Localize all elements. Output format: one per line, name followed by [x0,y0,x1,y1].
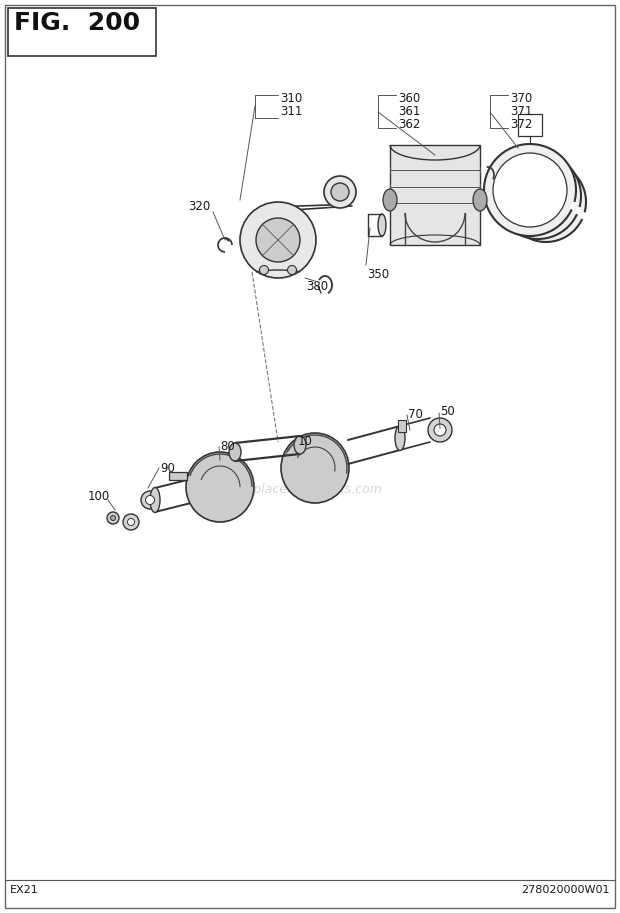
Text: 10: 10 [298,435,313,448]
Ellipse shape [107,512,119,524]
Ellipse shape [186,452,254,522]
Circle shape [324,176,356,208]
Circle shape [484,144,576,236]
Text: 50: 50 [440,405,454,418]
Text: 362: 362 [398,118,420,131]
Text: 70: 70 [408,408,423,421]
Ellipse shape [128,519,135,526]
Text: 361: 361 [398,105,420,118]
Circle shape [493,153,567,227]
Bar [390,145,480,245]
Circle shape [331,183,349,201]
Bar [8,8,156,56]
Ellipse shape [434,424,446,436]
Text: 278020000W01: 278020000W01 [521,885,610,895]
Text: 320: 320 [188,200,210,213]
Text: FIG.  200: FIG. 200 [14,11,140,35]
Text: 372: 372 [510,118,533,131]
Circle shape [504,162,572,230]
Ellipse shape [141,491,159,509]
Ellipse shape [281,433,349,503]
Text: 311: 311 [280,105,303,118]
Ellipse shape [123,514,139,530]
Text: 360: 360 [398,92,420,105]
Ellipse shape [110,516,115,520]
Text: EX21: EX21 [10,885,38,895]
Ellipse shape [229,443,241,461]
Circle shape [515,171,577,233]
Ellipse shape [146,496,154,505]
Ellipse shape [294,436,306,454]
Bar [169,472,187,480]
Circle shape [260,266,268,275]
Text: 350: 350 [367,268,389,281]
Text: 371: 371 [510,105,533,118]
Ellipse shape [383,189,397,211]
Bar [398,420,406,432]
Text: 90: 90 [160,462,175,475]
Circle shape [256,218,300,262]
Ellipse shape [473,189,487,211]
Circle shape [288,266,296,275]
Text: 310: 310 [280,92,303,105]
Ellipse shape [150,488,160,512]
Circle shape [240,202,316,278]
Ellipse shape [378,214,386,236]
Text: 370: 370 [510,92,532,105]
Text: ReplacementParts.com: ReplacementParts.com [237,484,383,497]
Ellipse shape [395,425,405,450]
Text: 380: 380 [306,280,328,293]
Bar [518,114,542,136]
Text: 80: 80 [220,440,235,453]
Circle shape [506,162,586,242]
Circle shape [495,153,581,239]
Ellipse shape [428,418,452,442]
Text: 100: 100 [88,490,110,503]
